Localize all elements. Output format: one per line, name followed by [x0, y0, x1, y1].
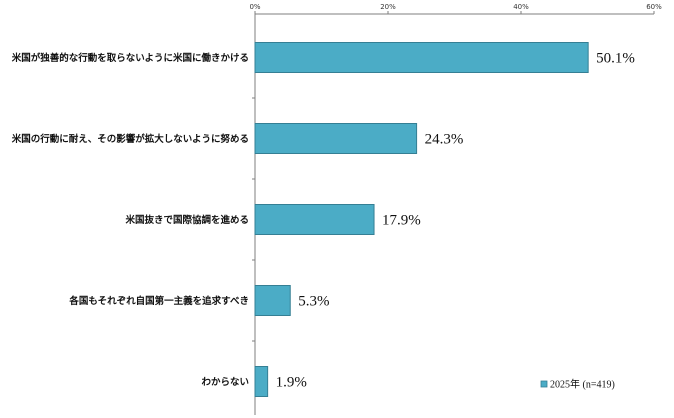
legend-swatch: [540, 380, 548, 388]
data-label: 5.3%: [298, 294, 329, 310]
x-axis: 0% 20% 40% 60%: [249, 3, 662, 415]
data-label: 17.9%: [382, 213, 421, 229]
category-labels: 米国が独善的な行動を取らないように米国に働きかける米国の行動に耐え、その影響が拡…: [11, 52, 249, 388]
bar: [254, 123, 418, 154]
legend-label: 2025年 (n=419): [550, 378, 615, 391]
category-label: 米国が独善的な行動を取らないように米国に働きかける: [11, 52, 249, 64]
x-tick-label: 40%: [513, 3, 529, 11]
data-label: 50.1%: [596, 51, 635, 67]
x-tick-label: 60%: [646, 3, 662, 11]
category-label: わからない: [201, 377, 249, 388]
data-label: 1.9%: [276, 375, 307, 391]
category-label: 米国の行動に耐え、その影響が拡大しないように努める: [11, 133, 249, 145]
x-tick-label: 0%: [249, 3, 260, 11]
category-label: 各国もそれぞれ自国第一主義を追求すべき: [68, 295, 249, 307]
x-tick-label: 20%: [380, 3, 396, 11]
bar-group: [254, 42, 589, 397]
bar: [254, 285, 291, 316]
bar: [254, 204, 375, 235]
data-label: 24.3%: [425, 132, 464, 148]
bar: [254, 366, 269, 397]
legend: 2025年 (n=419): [540, 378, 615, 391]
category-label: 米国抜きで国際協調を進める: [124, 214, 249, 226]
bar: [254, 42, 589, 73]
data-labels: 50.1% 24.3% 17.9% 5.3% 1.9%: [276, 51, 635, 391]
